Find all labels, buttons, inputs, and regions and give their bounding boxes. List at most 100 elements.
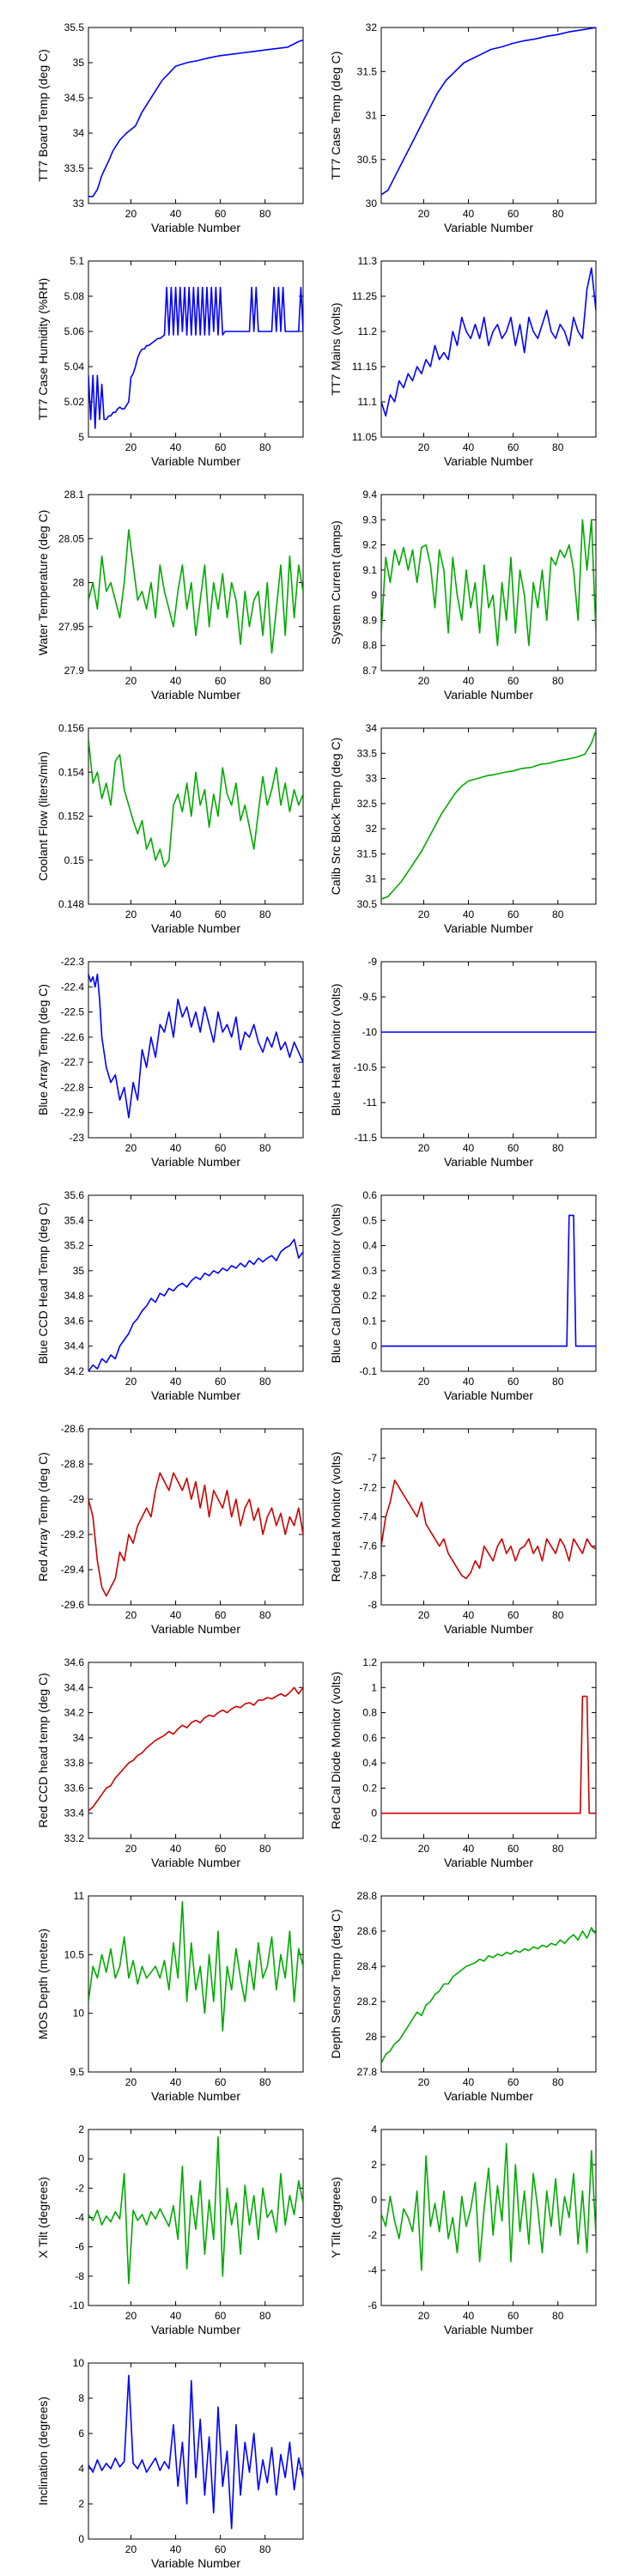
x-tick-label: 20 <box>418 675 430 687</box>
y-tick-label: -4 <box>75 2212 84 2224</box>
panel-p4: 11.05 11.1 11.15 11.2 11.25 11.3 20 40 60 80 Varia… <box>329 255 597 468</box>
x-tick-label: 20 <box>125 1142 137 1154</box>
y-tick-label: -4 <box>368 2264 377 2276</box>
y-tick-label: 34.6 <box>64 1315 85 1327</box>
plot-frame <box>380 27 597 204</box>
y-tick-label: -11 <box>363 1097 378 1109</box>
x-tick-label: 60 <box>507 441 519 453</box>
x-tick-label: 80 <box>552 1376 564 1388</box>
plot-frame <box>380 494 597 671</box>
y-tick-label: 8.8 <box>362 640 377 652</box>
data-line-series-0 <box>88 286 303 429</box>
y-axis-label: TT7 Case Humidity (%RH) <box>36 278 50 421</box>
panel-p12: -0.1 0 0.1 0.2 0.3 0.4 0.5 0.6 20 40 60 80 Variable … <box>329 1189 597 1402</box>
y-tick-label: 28.6 <box>357 1925 378 1937</box>
x-tick-label: 40 <box>170 2076 182 2088</box>
x-tick-label: 40 <box>463 2076 475 2088</box>
y-tick-label: -28.6 <box>61 1423 85 1435</box>
y-tick-label: 9.3 <box>362 513 377 526</box>
x-axis-label: Variable Number <box>444 688 533 702</box>
x-tick-label: 40 <box>170 1376 182 1388</box>
x-axis-label: Variable Number <box>151 2556 240 2570</box>
panel-p17: 9.5 10 10.5 11 20 40 60 80 Variable Number MOS De… <box>36 1890 304 2103</box>
x-tick-label: 60 <box>507 675 519 687</box>
y-tick-label: 0.15 <box>64 854 85 866</box>
plot-frame <box>380 2129 597 2306</box>
panel-p20: -6 -4 -2 0 2 4 20 40 60 80 Variable Number Y Tilt (… <box>329 2123 597 2336</box>
y-tick-label: 28.8 <box>357 1890 378 1902</box>
x-tick-label: 20 <box>125 1609 137 1621</box>
y-tick-label: -6 <box>75 2241 84 2253</box>
y-tick-label: -22.3 <box>61 956 85 968</box>
y-tick-label: 5.06 <box>64 325 85 337</box>
y-tick-label: 9.4 <box>362 489 377 501</box>
y-tick-label: 27.9 <box>64 665 85 677</box>
x-tick-label: 20 <box>418 208 430 220</box>
x-tick-label: 20 <box>125 441 137 453</box>
y-tick-label: 0.152 <box>58 811 84 823</box>
x-tick-label: 80 <box>259 441 271 453</box>
x-tick-label: 80 <box>552 1843 564 1855</box>
y-tick-label: 28.4 <box>357 1960 378 1972</box>
y-tick-label: 5.02 <box>64 396 85 408</box>
data-line-series-0 <box>381 1927 596 2064</box>
plot-frame <box>88 260 304 438</box>
x-tick-label: 60 <box>507 2310 519 2322</box>
y-tick-label: 6 <box>78 2427 84 2439</box>
x-tick-label: 40 <box>463 1609 475 1621</box>
y-axis-label: Blue Cal Diode Monitor (volts) <box>329 1204 343 1364</box>
y-tick-label: 32 <box>366 21 378 33</box>
y-tick-label: -29.2 <box>61 1528 85 1540</box>
y-tick-label: 10.5 <box>64 1948 85 1960</box>
y-tick-label: 0.6 <box>362 1189 377 1201</box>
x-tick-label: 80 <box>259 1843 271 1855</box>
y-tick-label: 34.5 <box>64 92 85 104</box>
y-tick-label: -23 <box>70 1132 85 1144</box>
x-axis-label: Variable Number <box>444 2089 533 2103</box>
y-tick-label: -22.8 <box>61 1081 85 1093</box>
x-tick-label: 20 <box>125 1843 137 1855</box>
y-tick-label: -0.1 <box>359 1365 377 1377</box>
data-line-series-0 <box>88 2136 303 2285</box>
y-tick-label: -22.9 <box>61 1107 85 1119</box>
plot-frame <box>380 1428 597 1606</box>
y-axis-label: Inclination (degrees) <box>36 2397 50 2506</box>
y-tick-label: 32 <box>366 823 378 835</box>
x-tick-label: 40 <box>463 908 475 920</box>
y-tick-label: 27.8 <box>357 2066 378 2078</box>
y-axis-label: Y Tilt (degrees) <box>329 2177 343 2258</box>
data-line-series-0 <box>381 519 596 647</box>
y-tick-label: 34 <box>366 722 378 734</box>
y-axis-label: Red Heat Monitor (volts) <box>329 1452 343 1583</box>
y-tick-label: 11.25 <box>352 290 377 302</box>
y-tick-label: 34.2 <box>64 1365 85 1377</box>
y-tick-label: 33.4 <box>64 1807 85 1820</box>
y-tick-label: 5.04 <box>64 361 85 373</box>
x-tick-label: 20 <box>418 1609 430 1621</box>
x-tick-label: 40 <box>170 208 182 220</box>
x-axis-label: Variable Number <box>444 1388 533 1402</box>
y-tick-label: 28.05 <box>58 532 84 544</box>
x-tick-label: 80 <box>259 2076 271 2088</box>
x-tick-label: 60 <box>215 441 227 453</box>
y-axis-label: Water Temperature (deg C) <box>36 510 50 656</box>
y-axis-label: Blue CCD Head Temp (deg C) <box>36 1202 50 1364</box>
y-tick-label: 34.2 <box>64 1707 85 1719</box>
panel-p21: 0 2 4 6 8 10 20 40 60 80 Variable Number Inclinatio… <box>36 2357 304 2570</box>
panel-p1: 33 33.5 34 34.5 35 35.5 20 40 60 80 Variable Numbe… <box>36 21 304 234</box>
y-axis-label: MOS Depth (meters) <box>36 1929 50 2039</box>
x-tick-label: 60 <box>507 2076 519 2088</box>
y-tick-label: 28 <box>366 2031 378 2043</box>
x-axis-label: Variable Number <box>444 221 533 234</box>
y-tick-label: 0 <box>371 1807 377 1820</box>
x-axis-label: Variable Number <box>151 1622 240 1636</box>
y-tick-label: 8 <box>78 2392 84 2404</box>
y-tick-label: -9 <box>368 956 377 968</box>
data-line-series-0 <box>88 1901 303 2032</box>
x-tick-label: 40 <box>170 1142 182 1154</box>
data-line-series-0 <box>381 730 596 900</box>
y-axis-label: Blue Array Temp (deg C) <box>36 984 50 1115</box>
plot-frame <box>88 961 304 1139</box>
panel-p19: -10 -8 -6 -4 -2 0 2 20 40 60 80 Variable Number X Ti… <box>36 2123 304 2336</box>
x-tick-label: 40 <box>463 441 475 453</box>
